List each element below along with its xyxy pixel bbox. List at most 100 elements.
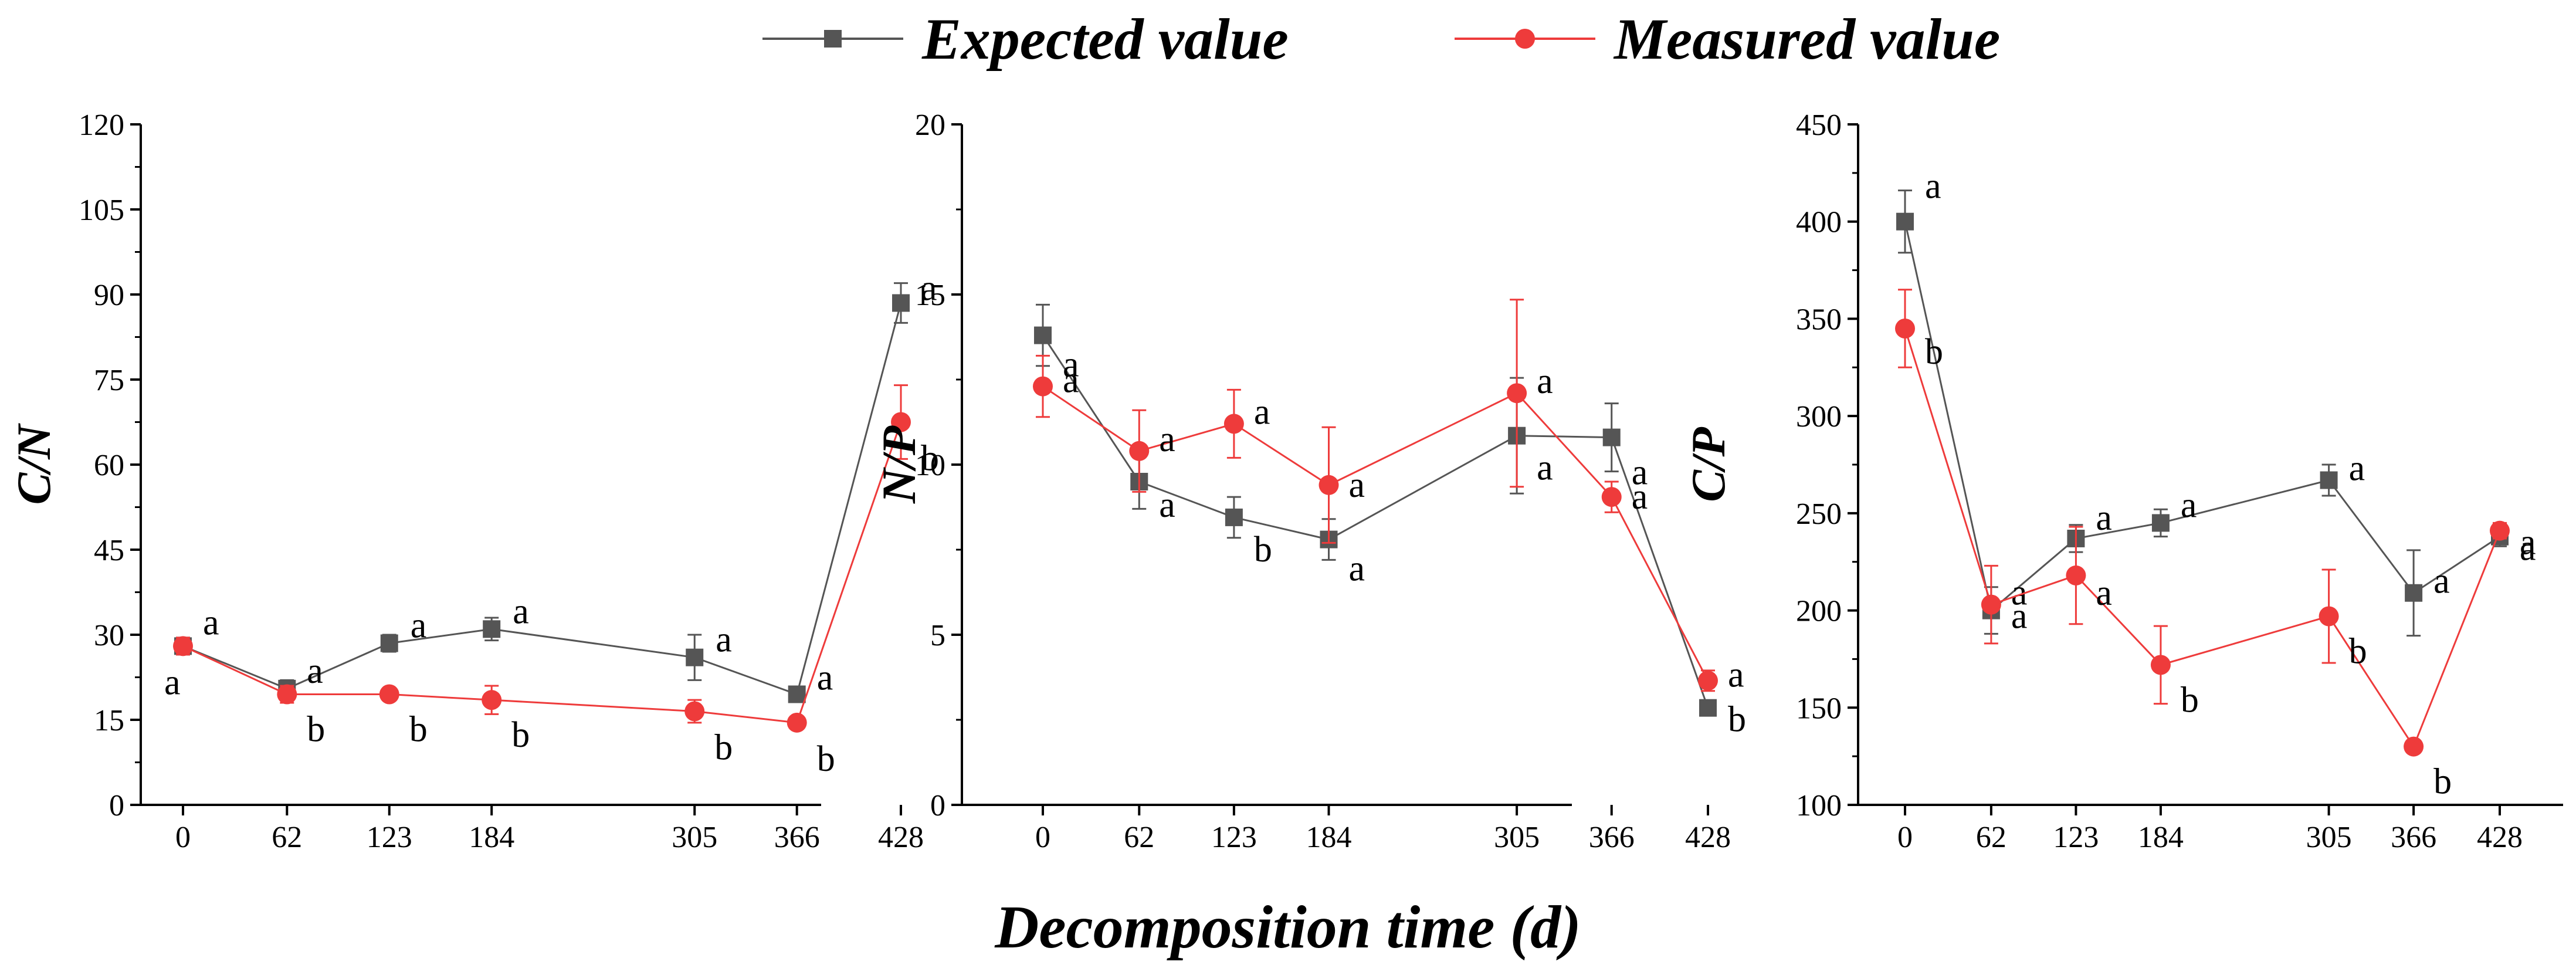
y-tick-label: 20 [915,109,945,142]
significance-letter-expected: a [2096,498,2112,538]
point-expected [1896,212,1914,231]
y-tick-label: 150 [1796,692,1842,725]
significance-letter-measured: a [1254,392,1270,432]
point-expected [788,685,806,703]
y-tick-label: 250 [1796,497,1842,531]
x-tick-label: 123 [1211,821,1257,854]
x-tick-label: 366 [774,821,820,854]
significance-letter-measured: a [1537,361,1553,401]
significance-letter-measured: a [2011,597,2028,637]
significance-letter-measured: b [2433,762,2452,802]
y-tick-label: 30 [94,619,124,652]
x-tick-label: 0 [1035,821,1050,854]
point-measured [1698,671,1718,691]
significance-letter-expected: a [2433,561,2450,601]
legend: Expected value Measured value [762,6,2000,72]
point-measured [891,412,911,432]
point-expected [1602,428,1621,446]
x-tick-label: 366 [2391,821,2436,854]
point-expected [1225,508,1243,526]
significance-letter-expected: b [1254,530,1272,570]
panel-c-p: 100 150 200 250 300 350 400 450 0 62 123 184 305 366 4… [1682,109,2563,854]
significance-letter-expected: a [1925,167,1941,206]
series-line-measured [1904,328,2501,749]
point-measured [2490,520,2510,541]
point-expected [892,294,910,312]
y-tick-label: 450 [1796,109,1842,142]
point-measured [1318,475,1339,495]
significance-letter-expected: a [1159,485,1175,525]
y-tick-label: 350 [1796,303,1842,336]
point-measured [684,701,705,722]
significance-letter-expected: a [1063,345,1079,385]
y-tick-label: 15 [915,279,945,312]
significance-letter-measured: b [921,439,939,479]
y-tick-label: 0 [109,789,124,822]
y-tick-label: 300 [1796,400,1842,434]
significance-letter-measured: a [2520,523,2536,563]
x-tick-label: 0 [175,821,191,854]
y-axis-title: N/P [872,425,926,504]
x-tick-label: 62 [272,821,302,854]
x-tick-label: 62 [1976,821,2006,854]
x-tick-label: 366 [1589,821,1635,854]
significance-letter-expected: a [921,269,937,309]
y-tick-label: 10 [915,449,945,482]
x-tick-label: 428 [1685,821,1731,854]
y-tick-label: 120 [79,109,124,142]
significance-letter-expected: a [513,591,529,631]
significance-letter-expected: a [203,602,219,642]
y-tick-label: 0 [930,789,945,822]
x-tick-label: 428 [2477,821,2523,854]
legend-label-expected: Expected value [921,6,1289,72]
y-tick-label: 200 [1796,595,1842,628]
significance-letter-expected: a [2349,449,2365,489]
significance-letter-measured: b [2349,632,2367,672]
point-measured [787,712,807,733]
y-tick-label: 105 [79,194,124,227]
y-tick-label: 75 [94,364,124,397]
y-tick-label: 60 [94,449,124,482]
x-tick-label: 305 [1494,821,1540,854]
y-tick-label: 5 [930,619,945,652]
y-axis-title: C/P [1682,426,1735,502]
significance-letter-measured: a [1632,477,1648,517]
significance-letter-expected: a [716,620,732,660]
x-tick-label: 184 [469,821,514,854]
legend-label-measured: Measured value [1613,6,2000,72]
significance-letter-expected: b [1728,700,1746,740]
y-tick-label: 15 [94,704,124,737]
point-measured [277,684,297,705]
series-line-expected [1042,334,1709,709]
significance-letter-measured: a [1159,419,1175,459]
significance-letter-expected: a [1632,453,1648,493]
point-measured [1895,319,1915,338]
significance-letter-expected: a [2520,529,2536,568]
significance-letter-measured: a [1349,465,1365,505]
significance-letter-measured: a [1063,361,1079,401]
significance-letter-measured: a [164,662,181,702]
point-measured [379,684,399,705]
point-measured [1223,414,1244,434]
point-expected [1034,326,1052,344]
y-axis-title: C/N [7,423,60,505]
significance-letter-expected: a [817,658,833,698]
point-expected [2320,471,2338,489]
point-measured [1981,594,2001,615]
point-measured [2066,565,2086,585]
y-tick-label: 45 [94,534,124,567]
point-expected [2151,514,2170,532]
point-expected [380,634,398,652]
significance-letter-measured: a [2096,573,2112,613]
point-measured [173,636,193,656]
significance-letter-expected: a [1349,549,1365,589]
significance-letter-measured: b [511,715,530,755]
significance-letter-measured: b [2181,680,2199,720]
point-expected [1699,699,1717,717]
y-tick-label: 400 [1796,206,1842,239]
significance-letter-expected: a [411,606,427,646]
point-measured [2319,606,2339,627]
y-tick-label: 90 [94,279,124,312]
significance-letter-expected: a [307,651,323,691]
